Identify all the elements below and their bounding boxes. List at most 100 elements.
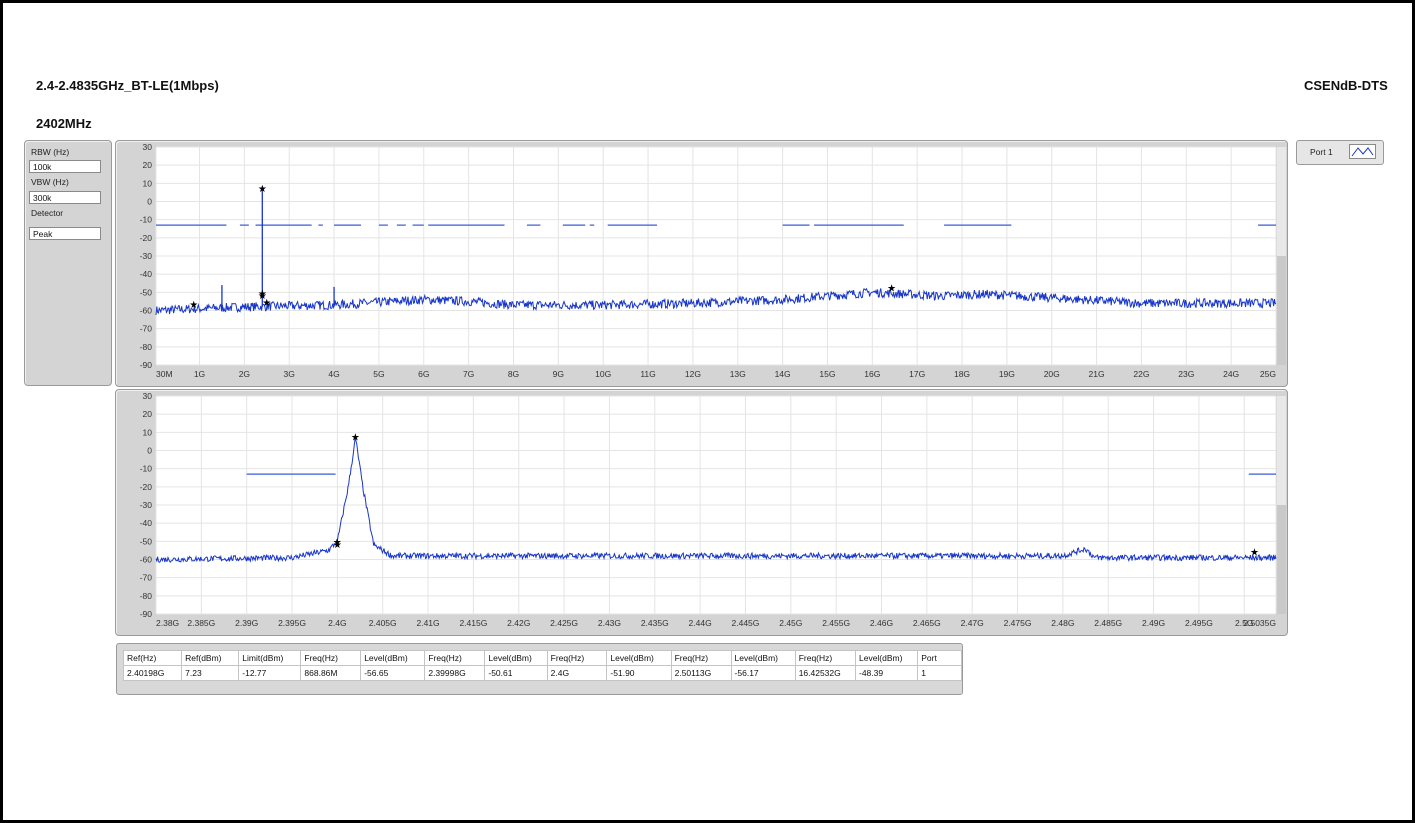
results-header-cell: Freq(Hz) xyxy=(424,650,486,666)
x-tick-label: 19G xyxy=(999,369,1015,379)
rbw-field[interactable]: 100k xyxy=(29,160,101,173)
x-tick-label: 2.46G xyxy=(870,618,893,628)
x-tick-label: 2.42G xyxy=(507,618,530,628)
x-tick-label: 2.445G xyxy=(732,618,760,628)
y-tick-label: -30 xyxy=(140,500,153,510)
results-value-cell: -56.17 xyxy=(730,665,796,681)
y-tick-label: -20 xyxy=(140,233,153,243)
x-tick-label: 2.425G xyxy=(550,618,578,628)
x-tick-label: 2.38G xyxy=(156,618,179,628)
x-tick-label: 2.435G xyxy=(641,618,669,628)
y-tick-label: -40 xyxy=(140,518,153,528)
marker-point: ★ xyxy=(333,540,342,551)
results-header-cell: Level(dBm) xyxy=(606,650,672,666)
results-value-cell: -48.39 xyxy=(854,665,919,681)
x-tick-label: 2.43G xyxy=(598,618,621,628)
overview-chart-panel: 30 20 10 0 -10 -20 -30 -40 -50 -60 -70 -80 -90 30M 1G 2… xyxy=(115,140,1288,387)
y-tick-label: -80 xyxy=(140,591,153,601)
x-tick-label: 24G xyxy=(1223,369,1239,379)
x-tick-label: 2.495G xyxy=(1185,618,1213,628)
x-tick-label: 12G xyxy=(685,369,701,379)
x-tick-label: 23G xyxy=(1178,369,1194,379)
marker-point: ★ xyxy=(351,432,360,443)
results-header-cell: Freq(Hz) xyxy=(670,650,732,666)
y-tick-label: 30 xyxy=(143,391,153,401)
x-tick-label: 20G xyxy=(1044,369,1060,379)
results-value-cell: -50.61 xyxy=(484,665,548,681)
marker-point: ★ xyxy=(333,537,342,548)
plot-scroll-thumb[interactable] xyxy=(1277,256,1286,365)
marker-point: ★ xyxy=(262,298,271,309)
zoom-chart: 30 20 10 0 -10 -20 -30 -40 -50 -60 -70 -80 -902.38G 2… xyxy=(140,391,1286,628)
test-name: CSENdB-DTS xyxy=(1304,78,1388,93)
marker-point: ★ xyxy=(887,284,896,295)
y-tick-label: -30 xyxy=(140,251,153,261)
x-tick-label: 2.405G xyxy=(369,618,397,628)
results-header-row: Ref(Hz) Ref(dBm) Limit(dBm) Freq(Hz) Level(d… xyxy=(122,650,962,666)
y-tick-label: 0 xyxy=(147,197,152,207)
zoom-chart-panel: 30 20 10 0 -10 -20 -30 -40 -50 -60 -70 -80 -90 2.38G 2… xyxy=(115,389,1288,636)
results-value-cell: 2.39998G xyxy=(424,665,486,681)
y-tick-label: 20 xyxy=(143,409,153,419)
trace-style-icon[interactable] xyxy=(1349,144,1376,159)
y-tick-label: -50 xyxy=(140,287,153,297)
y-tick-label: 10 xyxy=(143,427,153,437)
y-tick-label: -90 xyxy=(140,360,153,370)
marker-point: ★ xyxy=(258,184,267,195)
x-tick-label: 2.39G xyxy=(235,618,258,628)
x-tick-label: 5G xyxy=(373,369,384,379)
spectrum-trace xyxy=(155,287,1277,316)
x-tick-label: 2.455G xyxy=(822,618,850,628)
x-tick-label: 2.465G xyxy=(913,618,941,628)
x-tick-label: 16G xyxy=(864,369,880,379)
x-tick-label: 2.485G xyxy=(1094,618,1122,628)
plot-scroll-thumb[interactable] xyxy=(1277,505,1286,614)
trace-legend[interactable]: Port 1 xyxy=(1296,140,1384,165)
legend-port-label: Port 1 xyxy=(1310,147,1333,157)
x-tick-label: 13G xyxy=(730,369,746,379)
x-tick-label: 9G xyxy=(553,369,564,379)
vbw-field[interactable]: 300k xyxy=(29,191,101,204)
channel-label: 2402MHz xyxy=(36,116,92,131)
y-tick-label: 10 xyxy=(143,178,153,188)
x-tick-label: 18G xyxy=(954,369,970,379)
x-tick-label: 1G xyxy=(194,369,205,379)
results-header-cell: Level(dBm) xyxy=(360,650,426,666)
results-header-cell: Ref(Hz) xyxy=(122,650,183,666)
marker-point: ★ xyxy=(258,289,267,300)
results-value-cell: -56.65 xyxy=(360,665,426,681)
y-tick-label: -40 xyxy=(140,269,153,279)
x-tick-label: 25G xyxy=(1260,369,1276,379)
x-tick-label: 2.47G xyxy=(961,618,984,628)
results-value-cell: 2.4G xyxy=(546,665,608,681)
results-header-cell: Limit(dBm) xyxy=(238,650,302,666)
results-header-cell: Freq(Hz) xyxy=(794,650,856,666)
results-value-cell: 7.23 xyxy=(181,665,240,681)
x-tick-label: 21G xyxy=(1089,369,1105,379)
results-header-cell: Freq(Hz) xyxy=(300,650,362,666)
x-tick-label: 2.41G xyxy=(416,618,439,628)
y-tick-label: -10 xyxy=(140,215,153,225)
y-tick-label: -60 xyxy=(140,555,153,565)
y-tick-label: -70 xyxy=(140,573,153,583)
y-tick-label: -90 xyxy=(140,609,153,619)
x-tick-label: 2.5035G xyxy=(1243,618,1276,628)
x-tick-label: 7G xyxy=(463,369,474,379)
x-tick-label: 22G xyxy=(1133,369,1149,379)
marker-point: ★ xyxy=(189,300,198,311)
results-header-cell: Level(dBm) xyxy=(484,650,548,666)
settings-panel: RBW (Hz) 100k VBW (Hz) 300k Detector Pea… xyxy=(24,140,112,386)
x-tick-label: 2.44G xyxy=(689,618,712,628)
x-tick-label: 14G xyxy=(775,369,791,379)
detector-field[interactable]: Peak xyxy=(29,227,101,240)
y-tick-label: 0 xyxy=(147,446,152,456)
y-tick-label: -80 xyxy=(140,342,153,352)
x-tick-label: 2.475G xyxy=(1004,618,1032,628)
y-tick-label: -20 xyxy=(140,482,153,492)
spectrum-trace xyxy=(155,437,1277,563)
x-tick-label: 10G xyxy=(595,369,611,379)
x-tick-label: 2.48G xyxy=(1051,618,1074,628)
